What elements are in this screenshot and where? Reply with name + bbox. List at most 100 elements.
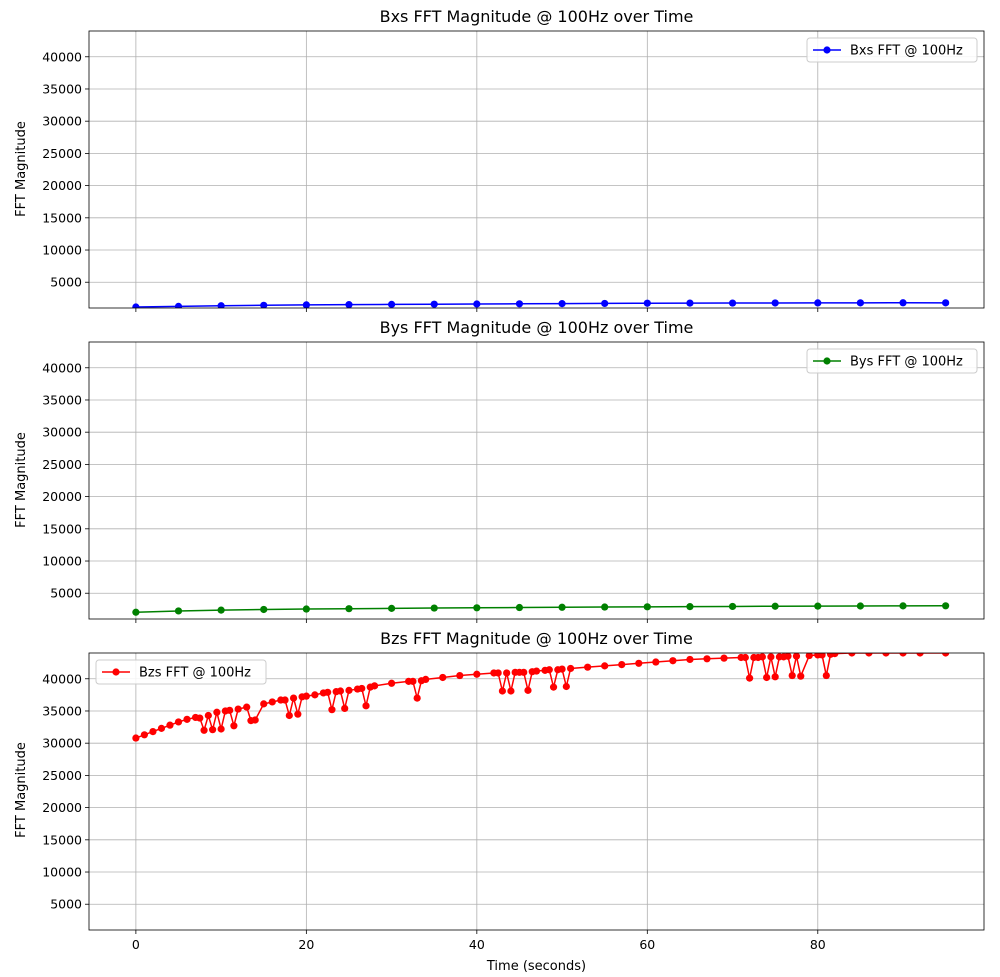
- data-point: [370, 682, 379, 690]
- data-point: [856, 299, 865, 307]
- y-tick-label: 10000: [42, 243, 82, 258]
- legend-box: [95, 659, 267, 685]
- axes-frame: [88, 341, 985, 620]
- data-point: [294, 710, 302, 718]
- data-point: [132, 303, 140, 308]
- data-point: [601, 603, 609, 611]
- data-point: [814, 299, 822, 307]
- legend-marker: [823, 46, 831, 54]
- x-tick-label: 80: [810, 937, 826, 952]
- data-point: [771, 602, 779, 610]
- data-point: [362, 702, 370, 710]
- data-point: [643, 603, 651, 611]
- series-line: [135, 302, 946, 308]
- data-point: [149, 727, 157, 736]
- y-tick-label: 15000: [42, 521, 82, 536]
- data-point: [388, 300, 396, 308]
- data-point: [336, 687, 345, 695]
- data-point: [567, 664, 575, 673]
- data-point: [494, 669, 502, 677]
- y-axis-label: FFT Magnitude: [14, 432, 29, 528]
- legend-box: [806, 37, 978, 63]
- legend: Bys FFT @ 100Hz: [806, 348, 978, 374]
- data-point: [302, 692, 310, 700]
- data-point: [413, 694, 421, 702]
- data-point: [771, 673, 779, 681]
- data-point: [132, 734, 140, 742]
- data-point: [285, 711, 293, 720]
- legend: Bxs FFT @ 100Hz: [806, 37, 978, 63]
- y-tick-label: 40000: [42, 360, 82, 375]
- y-tick-label: 10000: [42, 554, 82, 569]
- data-point: [558, 665, 566, 673]
- data-point: [788, 671, 796, 680]
- legend-marker: [823, 357, 831, 365]
- data-point: [345, 686, 353, 694]
- data-point: [942, 602, 950, 610]
- data-point: [831, 653, 839, 658]
- data-point: [520, 668, 528, 676]
- y-tick-label: 25000: [42, 457, 82, 472]
- y-axis-label: FFT Magnitude: [14, 742, 29, 838]
- chart-bzs: Bzs FFT Magnitude @ 100Hz over Time FFT …: [14, 629, 985, 952]
- data-point: [260, 605, 268, 614]
- data-point: [302, 605, 310, 613]
- y-tick-label: 25000: [42, 146, 82, 161]
- data-point: [157, 724, 166, 732]
- data-point: [865, 653, 873, 657]
- x-tick-label: 60: [639, 937, 655, 952]
- y-axis-label: FFT Magnitude: [14, 121, 29, 217]
- data-point: [217, 606, 225, 614]
- data-point: [302, 301, 310, 308]
- data-point: [942, 653, 950, 657]
- chart-title: Bzs FFT Magnitude @ 100Hz over Time: [380, 629, 693, 648]
- data-point: [324, 688, 332, 696]
- data-point: [814, 602, 822, 610]
- data-point: [562, 682, 570, 691]
- data-point: [140, 731, 148, 739]
- data-point: [784, 653, 792, 660]
- plot-area: 5000 10000 15000 20000 25000 30000 35000 40000 B…: [42, 341, 985, 623]
- y-tick-label: 15000: [42, 210, 82, 225]
- y-tick-label: 20000: [42, 489, 82, 504]
- data-point: [409, 677, 417, 685]
- data-point: [507, 687, 515, 695]
- data-point: [213, 708, 221, 716]
- plot-area: 5000 10000 15000 20000 25000 30000 35000 40000 0…: [42, 652, 985, 952]
- data-point: [422, 675, 430, 684]
- data-point: [767, 653, 775, 661]
- data-point: [217, 302, 225, 308]
- y-tick-label: 35000: [42, 392, 82, 407]
- legend-box: [806, 348, 978, 374]
- data-point: [473, 670, 481, 678]
- data-point: [345, 301, 353, 308]
- data-point: [899, 653, 907, 657]
- data-point: [818, 653, 826, 659]
- data-point: [196, 714, 204, 722]
- data-point: [174, 607, 183, 615]
- y-tick-label: 30000: [42, 736, 82, 751]
- data-point: [797, 672, 805, 680]
- data-point: [601, 299, 609, 308]
- data-point: [473, 300, 481, 308]
- data-point: [558, 300, 566, 308]
- data-point: [388, 604, 396, 612]
- data-point: [856, 602, 865, 610]
- data-point: [686, 299, 694, 307]
- data-point: [728, 299, 737, 307]
- data-point: [635, 659, 643, 667]
- data-point: [686, 655, 694, 664]
- data-point: [132, 608, 140, 616]
- data-point: [430, 300, 438, 308]
- x-axis-label: Time (seconds): [486, 959, 586, 974]
- y-tick-label: 20000: [42, 178, 82, 193]
- data-point: [848, 653, 856, 657]
- data-point: [498, 687, 506, 695]
- data-point: [618, 661, 626, 669]
- data-point: [174, 718, 183, 726]
- data-point: [456, 671, 464, 680]
- data-point: [311, 691, 319, 699]
- data-point: [226, 706, 234, 714]
- data-point: [532, 667, 541, 675]
